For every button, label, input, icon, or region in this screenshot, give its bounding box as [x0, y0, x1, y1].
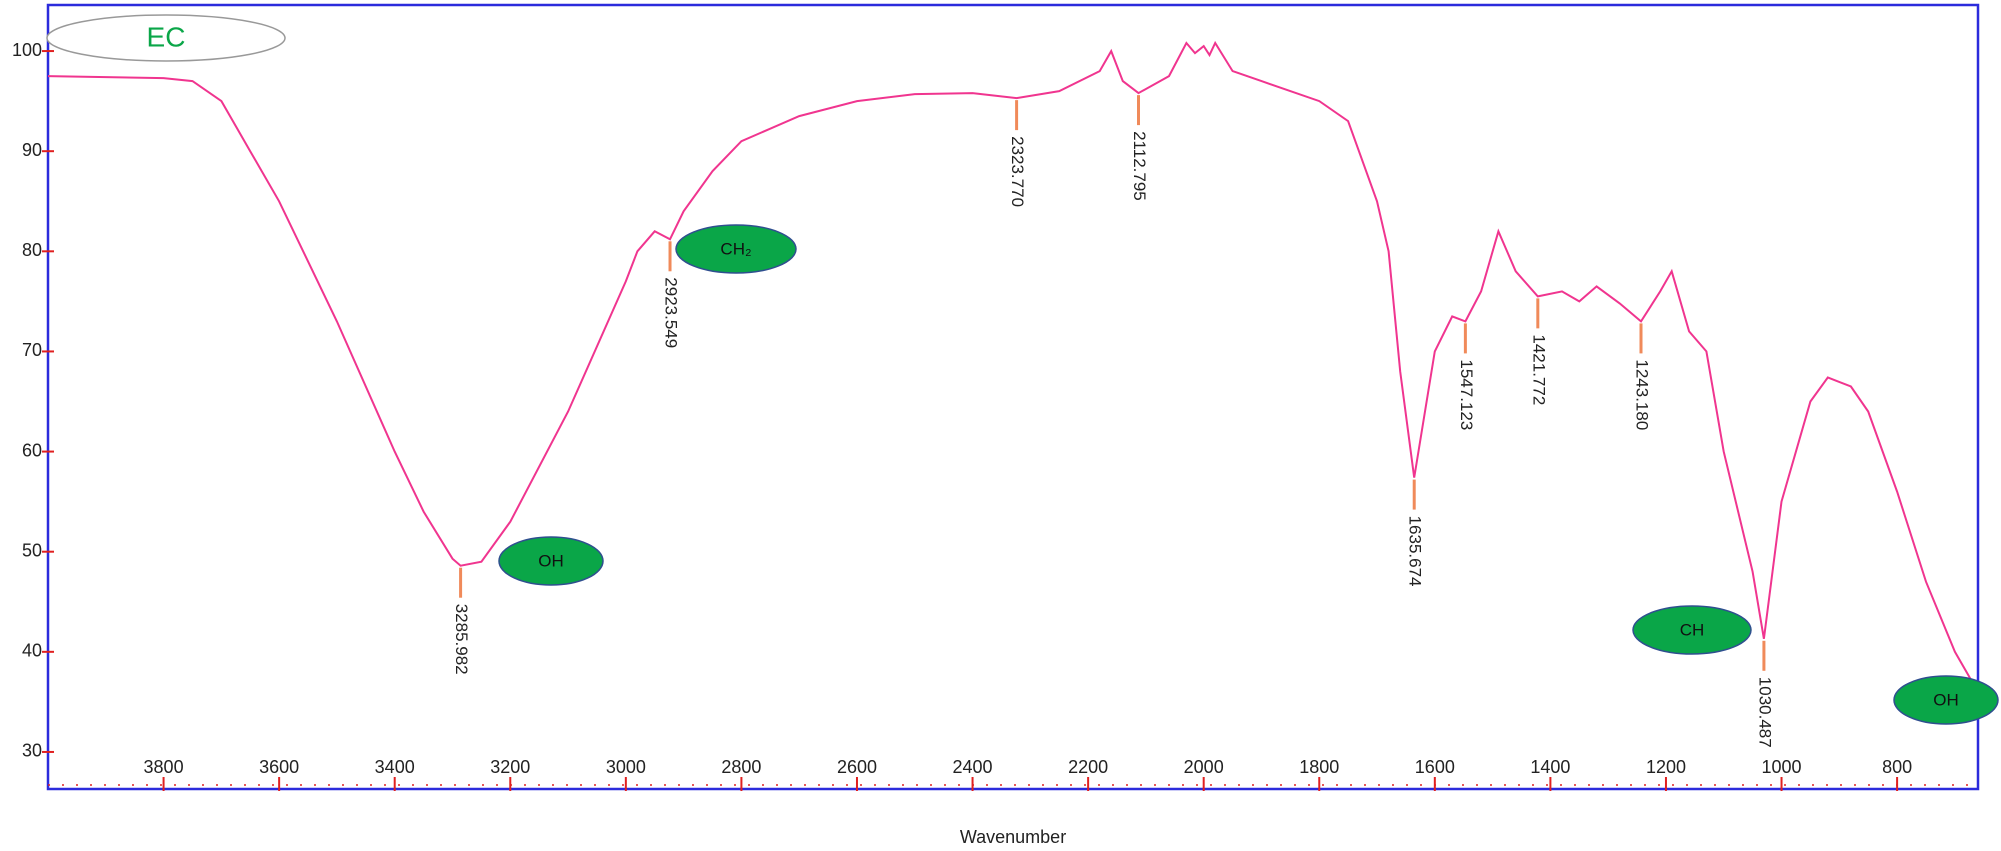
x-tick-label: 1200	[1646, 757, 1686, 777]
plot-frame	[46, 3, 1980, 791]
x-tick-label: 2200	[1068, 757, 1108, 777]
y-tick-label: 100	[12, 40, 42, 60]
peak-label: 3285.982	[452, 604, 471, 675]
peak-label: 1547.123	[1457, 359, 1476, 430]
annotation-label: OH	[538, 551, 564, 570]
x-tick-label: 2000	[1184, 757, 1224, 777]
x-tick-label: 3200	[490, 757, 530, 777]
peak-label: 1421.772	[1529, 334, 1548, 405]
annotation-label: OH	[1933, 690, 1959, 709]
peak-label: 1635.674	[1406, 516, 1425, 587]
peak-label: 1030.487	[1755, 677, 1774, 748]
x-tick-label: 3600	[259, 757, 299, 777]
y-tick-label: 40	[22, 641, 42, 661]
x-tick-label: 800	[1882, 757, 1912, 777]
annotation-label: CH₂	[720, 239, 751, 258]
y-tick-label: 60	[22, 440, 42, 460]
x-tick-label: 3000	[606, 757, 646, 777]
peak-label: 2923.549	[662, 277, 681, 348]
annotation-label: CH	[1680, 620, 1705, 639]
annotation-label: EC	[147, 21, 186, 52]
x-tick-label: 1600	[1415, 757, 1455, 777]
spectrum-line	[47, 40, 1974, 683]
x-tick-label: 1400	[1530, 757, 1570, 777]
y-tick-label: 80	[22, 240, 42, 260]
annotation-ellipse	[675, 224, 797, 274]
x-axis-label: Wavenumber	[960, 827, 1066, 847]
peak-label: 2112.795	[1130, 131, 1149, 201]
annotation-ellipse	[1893, 675, 1999, 725]
x-tick-label: 3800	[144, 757, 184, 777]
annotation-ellipse	[498, 536, 604, 586]
x-tick-label: 1000	[1762, 757, 1802, 777]
y-tick-label: 90	[22, 140, 42, 160]
y-tick-label: 50	[22, 540, 42, 560]
x-tick-label: 2400	[953, 757, 993, 777]
peak-label: 2323.770	[1008, 136, 1027, 207]
y-tick-label: 30	[22, 741, 42, 761]
y-tick-label: 70	[22, 340, 42, 360]
x-tick-label: 2800	[721, 757, 761, 777]
peak-label: 1243.180	[1633, 359, 1652, 430]
x-tick-label: 2600	[837, 757, 877, 777]
x-tick-label: 3400	[375, 757, 415, 777]
x-tick-label: 1800	[1299, 757, 1339, 777]
annotation-ellipse	[46, 14, 286, 62]
annotation-ellipse	[1632, 605, 1752, 655]
